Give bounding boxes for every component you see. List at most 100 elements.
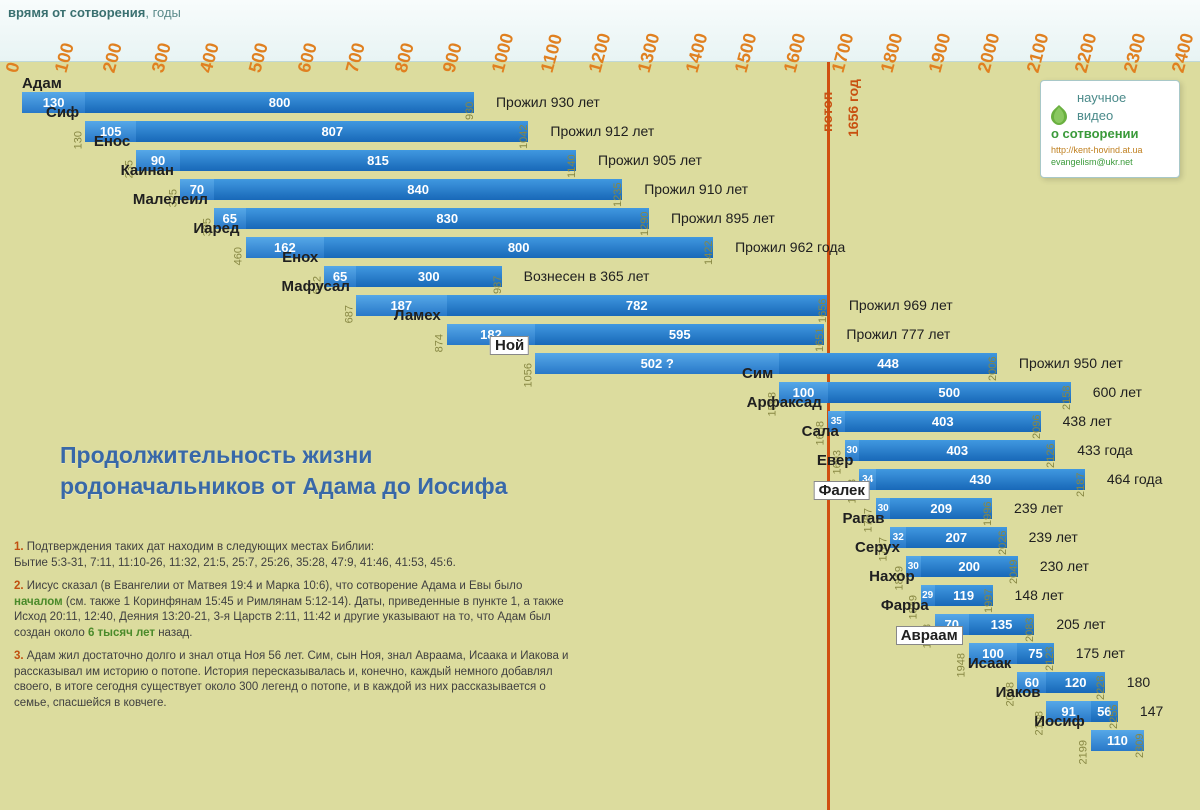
patriarch-name: Мафусал <box>282 278 350 295</box>
footnotes: 1. Подтверждения таких дат находим в сле… <box>14 540 574 719</box>
died-year: 2026 <box>997 531 1009 555</box>
lived-label: 148 лет <box>1015 587 1064 603</box>
bar-seg2: 403 <box>859 440 1055 461</box>
footnote: 3. Адам жил достаточно долго и знал отца… <box>14 649 574 711</box>
lived-label: 230 лет <box>1040 558 1089 574</box>
row-Енох: Енох62265300987Вознесен в 365 лет <box>0 266 1200 291</box>
row-Малелеил: Малелеил395658301290Прожил 895 лет <box>0 208 1200 233</box>
died-year: 2255 <box>1108 705 1120 729</box>
row-Мафусал: Мафусал6871877821656Прожил 969 лет <box>0 295 1200 320</box>
died-year: 2049 <box>1008 560 1020 584</box>
lived-label: 180 <box>1127 674 1150 690</box>
lived-label: 205 лет <box>1056 616 1105 632</box>
patriarch-name: Авраам <box>896 626 963 645</box>
patriarch-name: Каинан <box>121 162 174 179</box>
lived-label: Прожил 910 лет <box>644 181 748 197</box>
footnote: 2. Иисус сказал (в Евангелии от Матвея 1… <box>14 579 574 641</box>
row-Адам: Адам130800930Прожил 930 лет <box>0 92 1200 117</box>
bar-seg2: 300 <box>356 266 502 287</box>
patriarch-name: Енох <box>282 249 318 266</box>
row-Иаред: Иаред4601628001422Прожил 962 года <box>0 237 1200 262</box>
born-year: 2199 <box>1078 740 1090 764</box>
bar-seg2: 782 <box>447 295 827 316</box>
lived-label: 464 года <box>1107 471 1162 487</box>
bar-seg2: 830 <box>246 208 649 229</box>
patriarch-name: Фарра <box>881 597 929 614</box>
patriarch-name: Сиф <box>46 104 79 121</box>
died-year: 2309 <box>1134 734 1146 758</box>
bar-seg2: 800 <box>324 237 713 258</box>
patriarch-name: Иаред <box>193 220 239 237</box>
badge-mail: evangelism@ukr.net <box>1051 156 1169 169</box>
lived-label: 147 <box>1140 703 1163 719</box>
bar-seg2: 815 <box>180 150 576 171</box>
timeline-header: врямя от сотворения, годы 01002003004005… <box>0 0 1200 62</box>
patriarch-name: Рагав <box>843 510 885 527</box>
lived-label: Прожил 950 лет <box>1019 355 1123 371</box>
patriarch-name: Серух <box>855 539 900 556</box>
badge-line2: видео <box>1077 107 1169 125</box>
born-year: 460 <box>233 247 245 265</box>
lived-label: 433 года <box>1077 442 1132 458</box>
died-year: 2096 <box>1031 415 1043 439</box>
died-year: 1235 <box>612 183 624 207</box>
badge-line1: научное <box>1077 89 1169 107</box>
patriarch-name: Малелеил <box>133 191 208 208</box>
patriarch-name: Иосиф <box>1034 713 1084 730</box>
lived-label: Прожил 912 лет <box>550 123 654 139</box>
bar-seg2: 595 <box>535 324 824 345</box>
died-year: 2083 <box>1024 618 1036 642</box>
patriarch-name: Евер <box>817 452 854 469</box>
died-year: 987 <box>492 276 504 294</box>
lived-label: 239 лет <box>1029 529 1078 545</box>
bar-seg2: 403 <box>845 411 1041 432</box>
patriarch-name: Адам <box>22 75 62 92</box>
died-year: 2126 <box>1045 444 1057 468</box>
row-Ламех: Ламех8741825951651Прожил 777 лет <box>0 324 1200 349</box>
died-year: 2006 <box>987 357 999 381</box>
born-year: 130 <box>72 131 84 149</box>
bar-seg2: 207 <box>906 527 1007 548</box>
lived-label: Прожил 905 лет <box>598 152 702 168</box>
born-year: 687 <box>343 305 355 323</box>
patriarch-name: Фалек <box>814 481 870 500</box>
bar-seg2: 448 <box>779 353 997 374</box>
row-Сиф: Сиф1301058071042Прожил 912 лет <box>0 121 1200 146</box>
patriarch-name: Ламех <box>394 307 441 324</box>
leaf-icon <box>1047 103 1071 127</box>
patriarch-name: Нахор <box>869 568 914 585</box>
badge-line3: о сотворении <box>1051 125 1169 143</box>
died-year: 1290 <box>639 212 651 236</box>
row-Ной: Ной1056502 ?4482006Прожил 950 лет <box>0 353 1200 378</box>
lived-label: 239 лет <box>1014 500 1063 516</box>
row-Арфаксад: Арфаксад1658354032096438 лет <box>0 411 1200 436</box>
lived-label: Прожил 962 года <box>735 239 845 255</box>
died-year: 1140 <box>566 154 578 178</box>
patriarch-name: Сала <box>802 423 839 440</box>
patriarch-name: Арфаксад <box>747 394 822 411</box>
bar-seg2: 800 <box>85 92 474 113</box>
died-year: 1042 <box>518 125 530 149</box>
lived-label: 438 лет <box>1063 413 1112 429</box>
row-Иосиф: Иосиф21991102309 <box>0 730 1200 755</box>
died-year: 2158 <box>1061 386 1073 410</box>
died-year: 1651 <box>814 328 826 352</box>
lived-label: 600 лет <box>1093 384 1142 400</box>
row-Сим: Сим15581005002158600 лет <box>0 382 1200 407</box>
source-badge: научное видео о сотворении http://kent-h… <box>1040 80 1180 178</box>
died-year: 1422 <box>703 241 715 265</box>
died-year: 1656 <box>817 299 829 323</box>
chart-title: Продолжительность жизни родоначальников … <box>60 440 507 502</box>
died-year: 2187 <box>1075 473 1087 497</box>
lived-label: Прожил 777 лет <box>846 326 950 342</box>
bar-seg2: 430 <box>876 469 1085 490</box>
timeline-ticks: 0100200300400500600700800900100011001200… <box>0 18 1200 62</box>
bar-seg2: 209 <box>890 498 992 519</box>
patriarch-name: Сим <box>742 365 773 382</box>
patriarch-name: Исаак <box>968 655 1012 672</box>
lived-label: Прожил 969 лет <box>849 297 953 313</box>
lived-label: Вознесен в 365 лет <box>524 268 650 284</box>
died-year: 2123 <box>1044 647 1056 671</box>
footnote: 1. Подтверждения таких дат находим в сле… <box>14 540 574 571</box>
patriarch-name: Ной <box>490 336 529 355</box>
